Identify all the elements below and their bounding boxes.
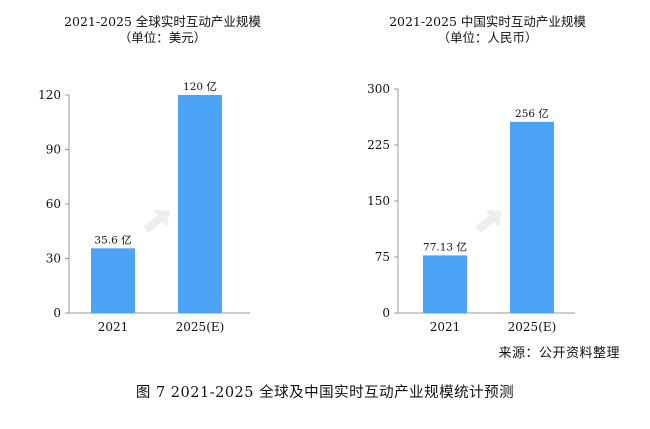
x-tick-label: 2025(E) [176, 320, 225, 334]
y-tick-label: 120 [38, 88, 61, 102]
growth-arrow-shape [475, 209, 502, 233]
bar [510, 121, 554, 313]
y-tick-label: 60 [46, 197, 61, 211]
bar-data-label: 77.13 亿 [423, 240, 467, 253]
bar-data-label: 256 亿 [515, 107, 549, 120]
y-tick-label: 30 [46, 252, 61, 266]
y-tick-label: 300 [367, 82, 390, 96]
chart-title: 2021-2025 中国实时互动产业规模 [389, 14, 586, 29]
y-tick-label: 150 [367, 194, 390, 208]
chart-title: 2021-2025 全球实时互动产业规模 [64, 14, 261, 29]
bar [91, 248, 135, 313]
growth-arrow-icon [475, 209, 502, 233]
x-tick-label: 2021 [98, 320, 129, 334]
y-tick-label: 75 [375, 250, 390, 264]
china-chart-plot: 0 75 150 225 300 77.13 亿 2021 256 亿 2025(E) [367, 82, 575, 334]
figure-caption: 图 7 2021-2025 全球及中国实时互动产业规模统计预测 [135, 385, 515, 401]
china-market-chart: 2021-2025 中国实时互动产业规模 （单位：人民币） 0 75 150 225 3… [325, 0, 650, 340]
global-market-chart: 2021-2025 全球实时互动产业规模 （单位：美元） 0 30 60 90 120 3… [0, 0, 325, 340]
bar [423, 255, 467, 313]
bar [178, 95, 222, 313]
growth-arrow-icon [143, 209, 170, 233]
y-tick-label: 90 [46, 143, 61, 157]
x-tick-label: 2021 [430, 320, 461, 334]
y-tick-label: 0 [53, 306, 61, 320]
source-note: 来源：公开资料整理 [498, 346, 620, 361]
bar-data-label: 35.6 亿 [94, 233, 131, 246]
growth-arrow-shape [143, 209, 170, 233]
global-chart-plot: 0 30 60 90 120 35.6 亿 2021 120 亿 2025(E) [38, 80, 250, 334]
chart-subtitle: （单位：人民币） [437, 30, 538, 45]
y-tick-label: 225 [367, 138, 390, 152]
chart-subtitle: （单位：美元） [118, 30, 207, 45]
bar-data-label: 120 亿 [183, 80, 217, 93]
x-tick-label: 2025(E) [508, 320, 557, 334]
y-tick-label: 0 [382, 306, 390, 320]
